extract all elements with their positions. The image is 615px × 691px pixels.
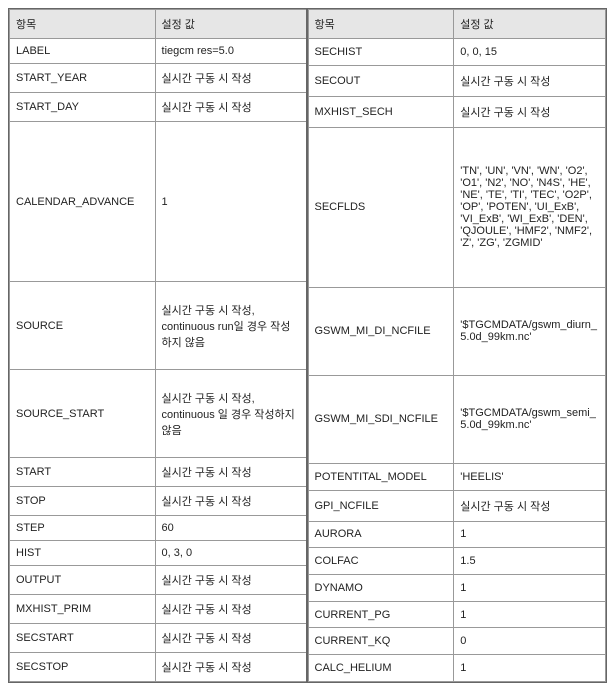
cell-value: 1 — [155, 122, 306, 282]
table-row: SECSTART실시간 구동 시 작성 — [10, 624, 307, 653]
header-val-right: 설정 값 — [454, 10, 606, 39]
cell-value: 1 — [454, 601, 606, 628]
table-row: GPI_NCFILE실시간 구동 시 작성 — [308, 490, 606, 521]
header-item-right: 항목 — [308, 10, 454, 39]
table-row: POTENTITAL_MODEL'HEELIS' — [308, 463, 606, 490]
cell-item: SECOUT — [308, 65, 454, 96]
cell-value: 실시간 구동 시 작성 — [155, 93, 306, 122]
table-row: HIST0, 3, 0 — [10, 541, 307, 566]
cell-value: 1.5 — [454, 548, 606, 575]
table-row: SOURCE_START실시간 구동 시 작성, continuous 일 경우… — [10, 370, 307, 458]
cell-value: 60 — [155, 516, 306, 541]
table-row: OUTPUT실시간 구동 시 작성 — [10, 566, 307, 595]
cell-item: SOURCE — [10, 282, 156, 370]
table-row: CURRENT_PG1 — [308, 601, 606, 628]
table-row: CURRENT_KQ0 — [308, 628, 606, 655]
cell-value: 실시간 구동 시 작성 — [454, 490, 606, 521]
cell-item: AURORA — [308, 521, 454, 548]
cell-value: 실시간 구동 시 작성 — [155, 595, 306, 624]
cell-value: 실시간 구동 시 작성 — [155, 487, 306, 516]
cell-item: COLFAC — [308, 548, 454, 575]
cell-item: SECSTART — [10, 624, 156, 653]
cell-item: GPI_NCFILE — [308, 490, 454, 521]
cell-value: 1 — [454, 521, 606, 548]
cell-value: 0 — [454, 628, 606, 655]
table-row: START실시간 구동 시 작성 — [10, 458, 307, 487]
cell-value: '$TGCMDATA/gswm_semi_5.0d_99km.nc' — [454, 375, 606, 463]
table-row: START_YEAR실시간 구동 시 작성 — [10, 64, 307, 93]
header-val-left: 설정 값 — [155, 10, 306, 39]
cell-value: 실시간 구동 시 작성 — [155, 458, 306, 487]
table-row: GSWM_MI_DI_NCFILE'$TGCMDATA/gswm_diurn_5… — [308, 287, 606, 375]
cell-item: GSWM_MI_SDI_NCFILE — [308, 375, 454, 463]
cell-value: 1 — [454, 574, 606, 601]
cell-item: SECFLDS — [308, 127, 454, 287]
cell-item: MXHIST_PRIM — [10, 595, 156, 624]
cell-item: STOP — [10, 487, 156, 516]
cell-item: SECHIST — [308, 39, 454, 66]
cell-item: CALC_HELIUM — [308, 655, 454, 682]
table-row: SECHIST0, 0, 15 — [308, 39, 606, 66]
header-item-left: 항목 — [10, 10, 156, 39]
cell-value: 실시간 구동 시 작성 — [155, 624, 306, 653]
table-row: SECFLDS'TN', 'UN', 'VN', 'WN', 'O2', 'O1… — [308, 127, 606, 287]
cell-item: POTENTITAL_MODEL — [308, 463, 454, 490]
cell-item: HIST — [10, 541, 156, 566]
cell-value: 1 — [454, 655, 606, 682]
table-row: SECOUT실시간 구동 시 작성 — [308, 65, 606, 96]
table-row: DYNAMO1 — [308, 574, 606, 601]
table-row: MXHIST_SECH실시간 구동 시 작성 — [308, 96, 606, 127]
table-row: AURORA1 — [308, 521, 606, 548]
table-body-right: SECHIST0, 0, 15SECOUT실시간 구동 시 작성MXHIST_S… — [308, 39, 606, 682]
cell-item: CALENDAR_ADVANCE — [10, 122, 156, 282]
cell-value: 실시간 구동 시 작성, continuous run일 경우 작성하지 않음 — [155, 282, 306, 370]
table-row: STOP실시간 구동 시 작성 — [10, 487, 307, 516]
cell-value: 실시간 구동 시 작성 — [155, 566, 306, 595]
table-row: SECSTOP실시간 구동 시 작성 — [10, 653, 307, 682]
config-table-wrap: 항목 설정 값 LABELtiegcm res=5.0START_YEAR실시간… — [8, 8, 607, 683]
cell-item: SOURCE_START — [10, 370, 156, 458]
cell-item: SECSTOP — [10, 653, 156, 682]
cell-item: STEP — [10, 516, 156, 541]
table-row: CALC_HELIUM1 — [308, 655, 606, 682]
cell-item: OUTPUT — [10, 566, 156, 595]
config-table-left: 항목 설정 값 LABELtiegcm res=5.0START_YEAR실시간… — [9, 9, 308, 682]
cell-value: 'TN', 'UN', 'VN', 'WN', 'O2', 'O1', 'N2'… — [454, 127, 606, 287]
cell-value: 실시간 구동 시 작성 — [155, 653, 306, 682]
table-body-left: LABELtiegcm res=5.0START_YEAR실시간 구동 시 작성… — [10, 39, 307, 682]
cell-item: MXHIST_SECH — [308, 96, 454, 127]
cell-item: START — [10, 458, 156, 487]
cell-item: GSWM_MI_DI_NCFILE — [308, 287, 454, 375]
cell-value: 실시간 구동 시 작성 — [454, 65, 606, 96]
table-row: MXHIST_PRIM실시간 구동 시 작성 — [10, 595, 307, 624]
cell-value: 'HEELIS' — [454, 463, 606, 490]
table-header-row: 항목 설정 값 — [10, 10, 307, 39]
cell-value: 실시간 구동 시 작성, continuous 일 경우 작성하지 않음 — [155, 370, 306, 458]
cell-value: 0, 0, 15 — [454, 39, 606, 66]
table-row: GSWM_MI_SDI_NCFILE'$TGCMDATA/gswm_semi_5… — [308, 375, 606, 463]
cell-value: 0, 3, 0 — [155, 541, 306, 566]
config-table-right: 항목 설정 값 SECHIST0, 0, 15SECOUT실시간 구동 시 작성… — [308, 9, 607, 682]
table-row: STEP60 — [10, 516, 307, 541]
cell-value: tiegcm res=5.0 — [155, 39, 306, 64]
cell-value: 실시간 구동 시 작성 — [155, 64, 306, 93]
cell-item: LABEL — [10, 39, 156, 64]
cell-item: DYNAMO — [308, 574, 454, 601]
cell-item: CURRENT_KQ — [308, 628, 454, 655]
cell-item: START_DAY — [10, 93, 156, 122]
table-row: LABELtiegcm res=5.0 — [10, 39, 307, 64]
table-row: SOURCE실시간 구동 시 작성, continuous run일 경우 작성… — [10, 282, 307, 370]
table-header-row: 항목 설정 값 — [308, 10, 606, 39]
cell-value: '$TGCMDATA/gswm_diurn_5.0d_99km.nc' — [454, 287, 606, 375]
table-row: START_DAY실시간 구동 시 작성 — [10, 93, 307, 122]
table-row: COLFAC1.5 — [308, 548, 606, 575]
cell-item: CURRENT_PG — [308, 601, 454, 628]
cell-item: START_YEAR — [10, 64, 156, 93]
table-row: CALENDAR_ADVANCE1 — [10, 122, 307, 282]
cell-value: 실시간 구동 시 작성 — [454, 96, 606, 127]
